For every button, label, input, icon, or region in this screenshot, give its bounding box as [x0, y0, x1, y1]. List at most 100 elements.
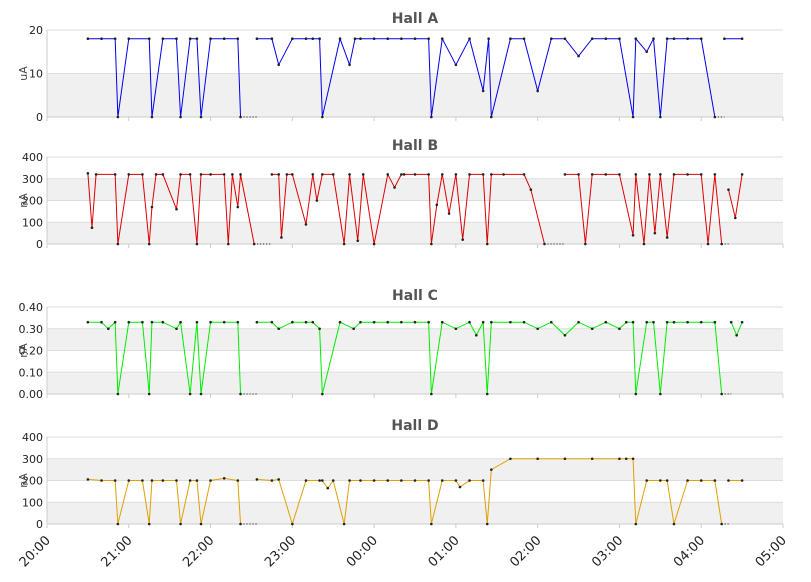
data-point [509, 37, 512, 40]
data-point [618, 37, 621, 40]
data-point [147, 37, 151, 40]
data-point [179, 320, 182, 324]
y-tick-label: 0 [36, 518, 43, 531]
data-point [285, 173, 289, 176]
data-point [604, 37, 608, 40]
data-point [359, 320, 362, 324]
data-point [563, 457, 567, 461]
data-point [195, 479, 199, 482]
data-point [291, 37, 294, 40]
data-point [427, 37, 430, 40]
data-point [393, 186, 396, 189]
data-point [175, 207, 178, 211]
data-point [529, 188, 533, 191]
data-point [199, 522, 203, 526]
data-point [577, 320, 580, 324]
data-point [113, 37, 117, 40]
data-point [304, 223, 308, 226]
data-point [209, 479, 212, 482]
data-point [413, 173, 417, 176]
data-point [440, 479, 444, 482]
y-tick-label: 0.30 [19, 323, 44, 336]
data-point [618, 327, 621, 331]
data-point [236, 37, 240, 40]
data-point [713, 320, 717, 324]
data-point [127, 479, 131, 482]
data-point [427, 173, 430, 176]
data-point [86, 172, 90, 175]
x-tick-label: 22:00 [180, 533, 217, 570]
data-point [356, 239, 360, 243]
data-point [713, 115, 717, 119]
data-point [624, 457, 628, 461]
data-point [468, 37, 471, 40]
chart-title: Hall D [391, 418, 438, 434]
data-point [522, 173, 526, 176]
data-point [188, 479, 192, 482]
data-point [659, 392, 662, 396]
data-point [150, 115, 154, 119]
y-tick-label: 20 [29, 24, 43, 37]
data-point [618, 173, 621, 176]
data-point [648, 173, 651, 176]
data-point [402, 173, 406, 176]
data-point [435, 203, 439, 207]
data-point [645, 479, 649, 482]
y-tick-label: 400 [22, 151, 43, 164]
data-point [321, 115, 324, 119]
data-point [311, 173, 315, 176]
data-point [372, 479, 376, 482]
y-tick-label: 100 [22, 216, 43, 229]
data-point [485, 392, 489, 396]
data-point [226, 242, 230, 246]
data-point [430, 115, 433, 119]
data-point [665, 479, 669, 482]
data-point [577, 54, 580, 58]
data-point [733, 216, 737, 220]
data-point [645, 50, 649, 54]
y-axis-label: nA [17, 343, 30, 358]
data-point [94, 173, 98, 176]
data-point [175, 327, 178, 331]
data-point [270, 479, 274, 482]
data-point [222, 477, 226, 480]
data-point [116, 392, 120, 396]
data-point [468, 479, 471, 482]
data-point [175, 479, 178, 482]
data-point [116, 522, 120, 526]
data-point [195, 37, 199, 40]
data-point [348, 479, 351, 482]
data-point [590, 37, 594, 40]
data-point [481, 479, 485, 482]
data-point [624, 320, 628, 324]
data-point [713, 173, 717, 176]
chart-title: Hall C [392, 288, 438, 304]
data-point [270, 320, 274, 324]
data-point [543, 242, 546, 246]
data-point [361, 173, 365, 176]
chart-title: Hall B [392, 138, 438, 154]
data-point [454, 63, 458, 67]
data-point [280, 236, 283, 239]
data-point [291, 173, 294, 176]
data-point [440, 37, 444, 40]
data-point [179, 173, 182, 176]
data-point [563, 37, 567, 40]
data-point [634, 37, 638, 40]
y-tick-label: 200 [22, 475, 43, 488]
y-tick-label: 0 [36, 111, 43, 124]
data-point [150, 205, 154, 209]
data-point [179, 115, 182, 119]
data-point [116, 115, 120, 119]
data-point [86, 320, 90, 324]
data-point [386, 320, 390, 324]
data-point [386, 173, 390, 176]
data-point [440, 320, 444, 324]
data-point [672, 320, 676, 324]
data-point [321, 173, 324, 176]
grid-band [47, 458, 783, 481]
grid-band [47, 328, 783, 351]
data-point [321, 479, 324, 482]
data-point [475, 333, 478, 337]
